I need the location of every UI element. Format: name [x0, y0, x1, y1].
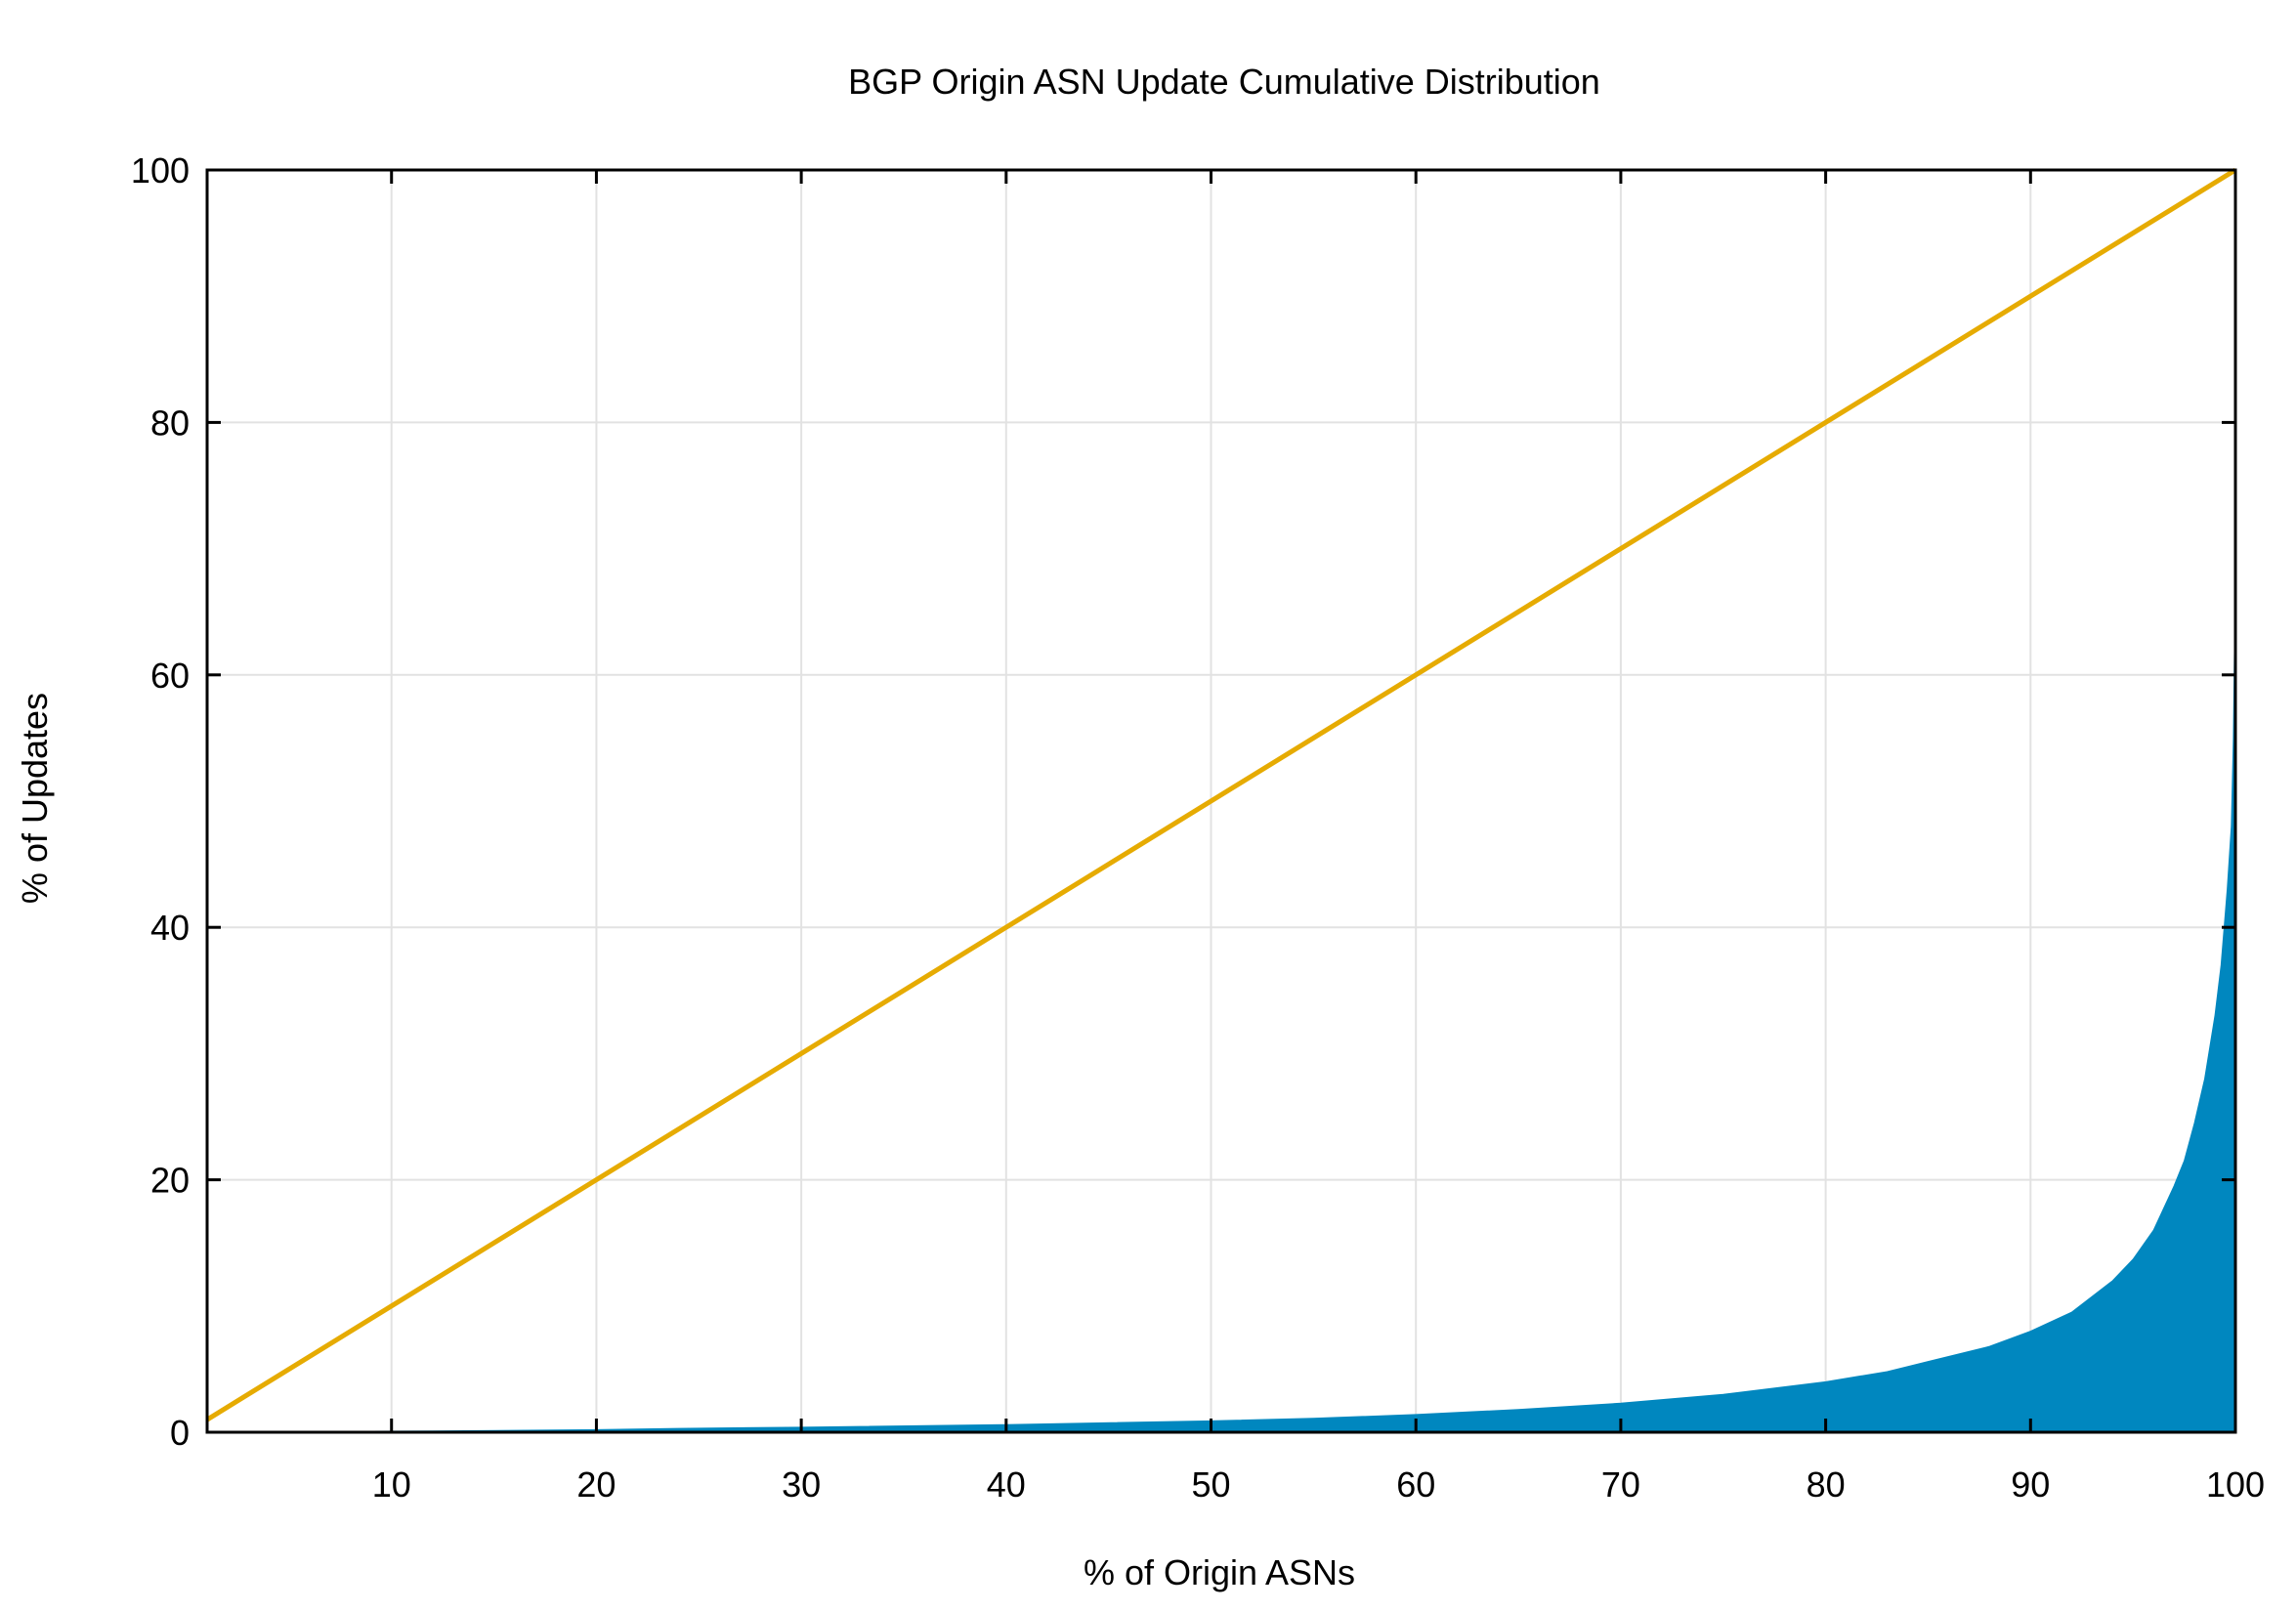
area-series	[206, 573, 2236, 1433]
y-tick-label-0: 0	[170, 1413, 190, 1453]
x-tick-label-70: 70	[1601, 1464, 1640, 1505]
x-tick-label-90: 90	[2011, 1464, 2050, 1505]
y-tick-label-100: 100	[131, 150, 190, 191]
y-tick-label-80: 80	[150, 403, 190, 443]
axis-ticks: 10 20 30 40 50 60 70 80 90 100 0 20 40 60 80 100	[131, 150, 2265, 1505]
x-tick-label-40: 40	[987, 1464, 1026, 1505]
chart-title: BGP Origin ASN Update Cumulative Distrib…	[848, 62, 1600, 102]
plot-frame	[205, 168, 2237, 1434]
x-axis-label: % of Origin ASNs	[1084, 1552, 1355, 1592]
x-tick-label-80: 80	[1807, 1464, 1846, 1505]
x-tick-label-20: 20	[576, 1464, 616, 1505]
y-tick-label-40: 40	[150, 908, 190, 948]
x-tick-label-100: 100	[2206, 1464, 2265, 1505]
x-tick-label-10: 10	[372, 1464, 411, 1505]
plot-series	[205, 167, 2237, 1433]
x-tick-label-30: 30	[782, 1464, 821, 1505]
x-tick-label-60: 60	[1396, 1464, 1435, 1505]
reference-line-series	[205, 167, 2237, 1422]
y-axis-label: % of Updates	[15, 693, 55, 904]
y-tick-label-20: 20	[150, 1161, 190, 1201]
y-tick-label-60: 60	[150, 656, 190, 696]
x-tick-label-50: 50	[1191, 1464, 1230, 1505]
